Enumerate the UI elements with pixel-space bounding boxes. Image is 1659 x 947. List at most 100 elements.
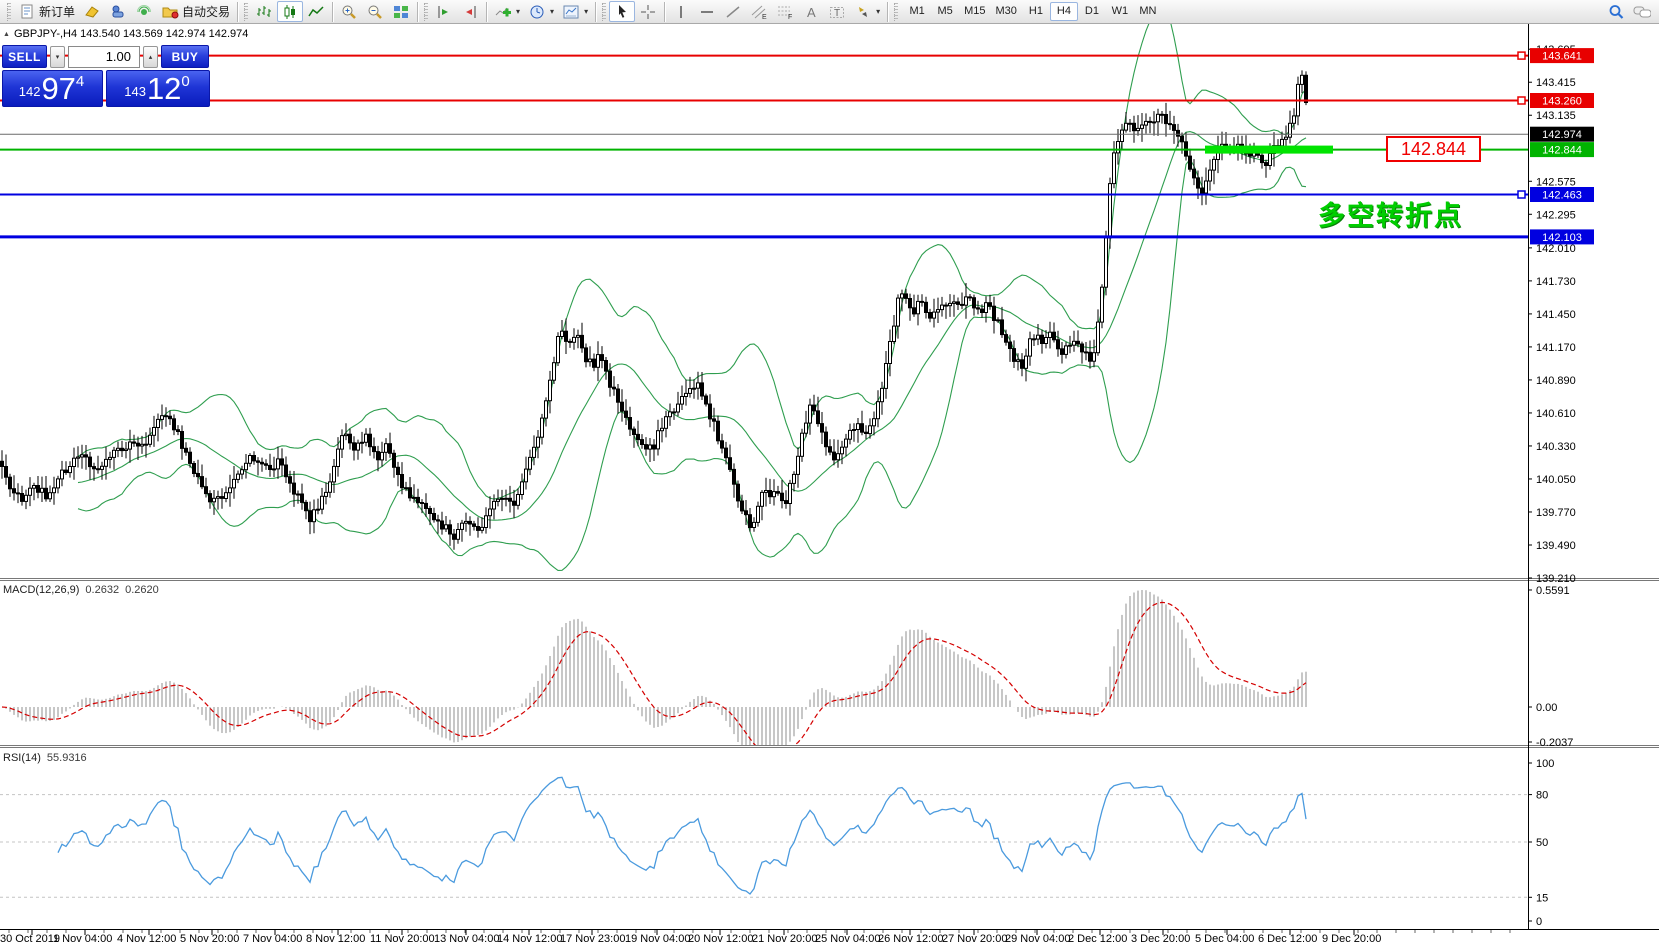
candle-body	[1028, 338, 1032, 357]
candle-body	[336, 448, 340, 468]
candle-body	[1304, 74, 1308, 104]
metaeditor-button[interactable]	[79, 1, 105, 22]
candle-body	[1204, 180, 1208, 194]
candle-body	[988, 302, 992, 307]
trendline-button[interactable]	[720, 1, 746, 22]
candle-body	[348, 433, 352, 444]
candle-body	[344, 433, 348, 437]
timeframe-M5[interactable]: M5	[937, 5, 953, 17]
candle-body	[260, 461, 264, 465]
bars-chart-button[interactable]	[251, 1, 277, 22]
buy-price-display[interactable]: 143 12 0	[106, 70, 210, 107]
auto-scroll-button[interactable]	[457, 1, 483, 22]
chart-shift-button[interactable]	[431, 1, 457, 22]
toolbar-grip[interactable]	[602, 2, 607, 21]
candle-body	[480, 526, 484, 531]
templates-button[interactable]: ▾	[558, 1, 592, 22]
candle-body	[264, 463, 268, 466]
candle-body	[712, 418, 716, 422]
timeframe-H4[interactable]: H4	[1049, 2, 1078, 21]
candle-body	[92, 466, 96, 470]
timeframe-H1[interactable]: H1	[1028, 5, 1043, 17]
timeframe-MN[interactable]: MN	[1139, 5, 1157, 17]
sell-button[interactable]: SELL	[2, 45, 47, 68]
svg-text:13 Nov 04:00: 13 Nov 04:00	[434, 933, 499, 945]
text-label-button[interactable]: T	[824, 1, 850, 22]
price-axis-labels: 143.695143.415143.135142.575142.295142.0…	[1528, 44, 1576, 585]
buy-button[interactable]: BUY	[161, 45, 209, 68]
candle-body	[768, 490, 772, 498]
strategy-tester-button[interactable]	[131, 1, 157, 22]
candle-body	[624, 410, 628, 418]
text-button[interactable]: A	[798, 1, 824, 22]
fibonacci-button[interactable]: F	[772, 1, 798, 22]
line-chart-button[interactable]	[303, 1, 329, 22]
zoom-in-button[interactable]	[336, 1, 362, 22]
terminal-button[interactable]	[105, 1, 131, 22]
timeframe-M1[interactable]: M1	[909, 5, 925, 17]
candle-body	[940, 304, 944, 311]
candle-body	[996, 319, 1000, 322]
cursor-button[interactable]	[609, 1, 636, 22]
candle-body	[72, 457, 76, 468]
candle-body	[1164, 114, 1168, 125]
volume-input[interactable]	[68, 45, 140, 68]
search-button[interactable]	[1603, 1, 1629, 22]
candle-body	[508, 497, 512, 502]
candle-body	[792, 473, 796, 484]
candle-body	[588, 358, 592, 363]
timeframe-M15[interactable]: M15	[964, 5, 986, 17]
candle-body	[732, 468, 736, 485]
timeframe-M30[interactable]: M30	[995, 5, 1017, 17]
candle-body	[528, 456, 532, 470]
vertical-line-button[interactable]	[668, 1, 694, 22]
chat-button[interactable]	[1629, 1, 1655, 22]
toolbar-grip[interactable]	[894, 2, 899, 21]
candle-body	[1140, 124, 1144, 129]
chevron-down-icon: ▾	[516, 7, 521, 16]
toolbar-grip[interactable]	[424, 2, 429, 21]
candle-body	[332, 465, 336, 483]
candle-body	[96, 468, 100, 471]
tile-windows-button[interactable]	[388, 1, 414, 22]
toolbar-grip[interactable]	[244, 2, 249, 21]
candle-body	[1040, 334, 1044, 345]
candle-body	[1144, 120, 1148, 126]
auto-trading-button[interactable]: 自动交易	[157, 1, 234, 22]
crosshair-button[interactable]	[635, 1, 661, 22]
candle-body	[240, 469, 244, 475]
channel-button[interactable]: E	[746, 1, 772, 22]
sell-price-display[interactable]: 142 97 4	[2, 70, 103, 107]
candle-body	[452, 533, 456, 540]
horizontal-line-button[interactable]	[694, 1, 720, 22]
candle-body	[212, 497, 216, 503]
indicators-button[interactable]: ▾	[490, 1, 524, 22]
timeframe-D1[interactable]: D1	[1084, 5, 1099, 17]
candle-body	[128, 441, 132, 450]
new-order-button[interactable]: 新订单	[14, 1, 79, 22]
candle-body	[208, 493, 212, 503]
candle-body	[860, 423, 864, 433]
candles-chart-button[interactable]	[277, 1, 304, 22]
panel-separator	[0, 747, 1659, 748]
candle-body	[1064, 345, 1068, 355]
volume-increase-button[interactable]: ▴	[143, 45, 158, 68]
candle-body	[1048, 331, 1052, 339]
shapes-button[interactable]: ▾	[850, 1, 884, 22]
candle-body	[288, 476, 292, 484]
candle-body	[504, 497, 508, 500]
price-level-label[interactable]: 142.844	[1386, 136, 1481, 162]
trendline-icon	[724, 3, 742, 20]
svg-text:4 Nov 12:00: 4 Nov 12:00	[117, 933, 176, 945]
zoom-out-button[interactable]	[362, 1, 388, 22]
svg-text:0: 0	[1536, 916, 1542, 928]
periods-button[interactable]: ▾	[524, 1, 558, 22]
price-badge-text: 142.103	[1542, 232, 1582, 244]
candle-body	[980, 308, 984, 314]
volume-decrease-button[interactable]: ▾	[50, 45, 65, 68]
price-badge-text: 142.463	[1542, 190, 1582, 202]
timeframe-W1[interactable]: W1	[1111, 5, 1129, 17]
toolbar-grip[interactable]	[7, 2, 11, 21]
